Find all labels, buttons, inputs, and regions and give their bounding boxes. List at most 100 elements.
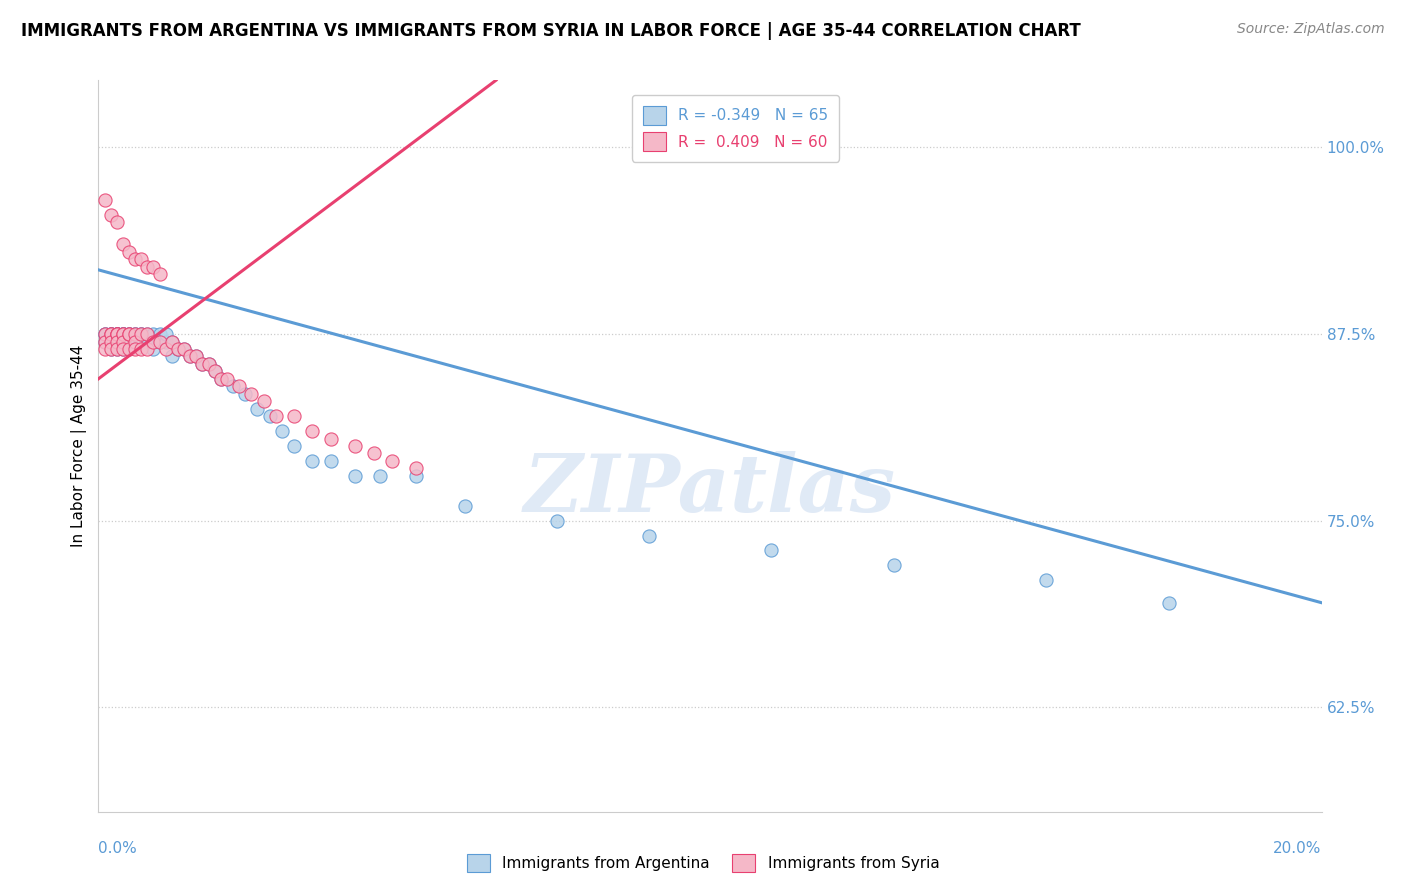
Point (204, 364, 226, 378)
Point (381, 454, 404, 468)
Point (301, 424, 323, 438)
Point (124, 326, 146, 341)
Point (228, 379, 250, 393)
Point (136, 342, 159, 356)
Point (167, 342, 190, 356)
Point (204, 364, 226, 378)
Point (155, 342, 177, 356)
Point (118, 326, 141, 341)
Point (93, 342, 115, 356)
Point (191, 357, 214, 371)
Point (142, 334, 165, 349)
Point (111, 326, 134, 341)
Point (118, 342, 141, 356)
Point (100, 334, 122, 349)
Point (105, 326, 128, 341)
Point (100, 326, 122, 341)
Point (105, 334, 128, 349)
Point (173, 342, 195, 356)
Point (454, 499, 477, 513)
Point (283, 439, 305, 453)
Point (405, 461, 427, 475)
Point (129, 326, 152, 341)
Point (93, 326, 115, 341)
Point (105, 326, 128, 341)
Point (124, 326, 146, 341)
Point (105, 326, 128, 341)
Point (93, 334, 115, 349)
Point (111, 326, 134, 341)
Point (118, 244, 141, 259)
Text: IMMIGRANTS FROM ARGENTINA VS IMMIGRANTS FROM SYRIA IN LABOR FORCE | AGE 35-44 CO: IMMIGRANTS FROM ARGENTINA VS IMMIGRANTS … (21, 22, 1081, 40)
Point (136, 260, 159, 274)
Point (301, 454, 323, 468)
Point (105, 326, 128, 341)
Point (344, 468, 367, 483)
Point (405, 468, 427, 483)
Point (105, 326, 128, 341)
Point (100, 326, 122, 341)
Point (186, 350, 208, 364)
Point (209, 372, 232, 386)
Point (111, 342, 134, 356)
Point (100, 326, 122, 341)
Point (118, 326, 141, 341)
Point (160, 334, 183, 349)
Point (160, 350, 183, 364)
Point (105, 326, 128, 341)
Point (1035, 574, 1057, 588)
Point (319, 432, 342, 446)
Point (1157, 596, 1180, 610)
Point (118, 326, 141, 341)
Point (173, 342, 195, 356)
Point (124, 252, 146, 267)
Point (136, 326, 159, 341)
Point (111, 237, 134, 252)
Point (186, 350, 208, 364)
Point (637, 528, 661, 542)
Point (179, 350, 201, 364)
Point (363, 446, 385, 460)
Point (136, 326, 159, 341)
Point (136, 334, 159, 349)
Point (546, 514, 568, 528)
Point (197, 357, 219, 371)
Point (111, 334, 134, 349)
Point (759, 543, 782, 558)
Point (149, 326, 172, 341)
Point (149, 334, 172, 349)
Point (149, 268, 172, 282)
Point (129, 326, 152, 341)
Point (100, 334, 122, 349)
Point (233, 386, 256, 401)
Point (142, 342, 165, 356)
Point (155, 334, 177, 349)
Point (100, 342, 122, 356)
Point (129, 252, 152, 267)
Point (142, 326, 165, 341)
Point (129, 326, 152, 341)
Point (111, 334, 134, 349)
Point (105, 326, 128, 341)
Point (191, 357, 214, 371)
Point (167, 342, 190, 356)
Point (252, 394, 274, 409)
Point (179, 350, 201, 364)
Point (344, 439, 367, 453)
Point (105, 334, 128, 349)
Legend: Immigrants from Argentina, Immigrants from Syria: Immigrants from Argentina, Immigrants fr… (461, 847, 945, 879)
Point (209, 372, 232, 386)
Point (883, 558, 905, 573)
Point (283, 409, 305, 424)
Point (124, 326, 146, 341)
Point (124, 334, 146, 349)
Point (142, 260, 165, 274)
Point (160, 334, 183, 349)
Point (368, 468, 391, 483)
Point (259, 409, 281, 424)
Point (118, 326, 141, 341)
Point (105, 342, 128, 356)
Point (93, 326, 115, 341)
Point (93, 326, 115, 341)
Point (105, 342, 128, 356)
